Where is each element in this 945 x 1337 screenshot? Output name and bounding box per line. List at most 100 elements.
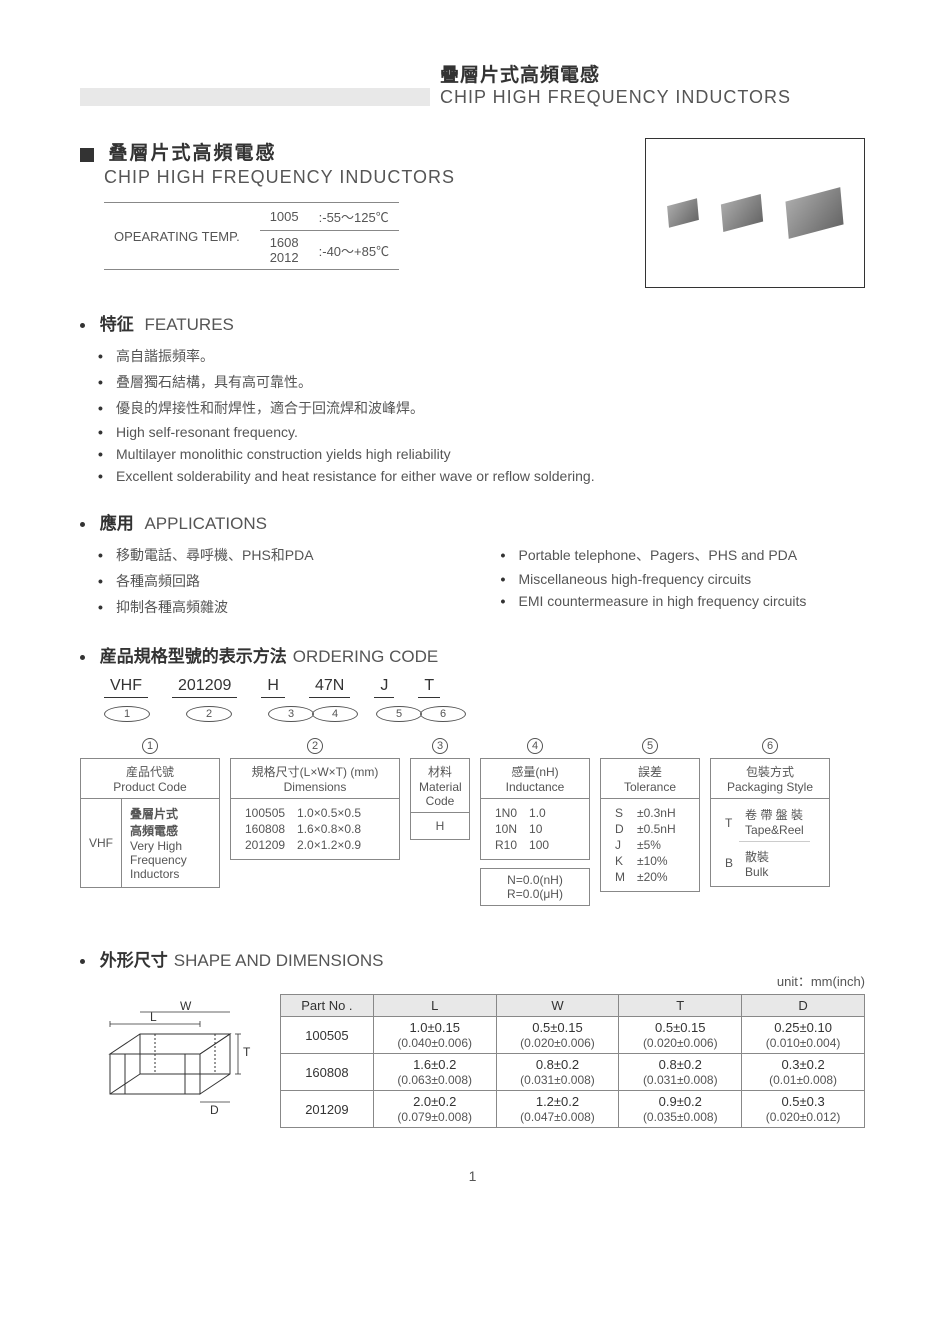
features-list: 高自諧振頻率。 叠層獨石結構，具有高可靠性。 優良的焊接性和耐焊性，適合于回流焊… [98,343,865,487]
app-item: 各種高頻回路 [98,568,463,594]
oc-note: N=0.0(nH) R=0.0(μH) [480,868,590,906]
oc-cell: ±5% [631,837,682,853]
ordering-heading: 産品規格型號的表示方法ORDERING CODE [80,642,865,667]
oc-cell: 1.0 [523,805,555,821]
feature-item: Multilayer monolithic construction yield… [98,443,865,465]
app-item: 移動電話、尋呼機、PHS和PDA [98,542,463,568]
oc-cell: 1N0 [489,805,523,821]
oc-cell: 1.0×0.5×0.5 [291,805,367,821]
oc-box-product-code: 産品代號Product Code VHF 叠層片式 高頻電感Very High … [80,758,220,888]
dim-cell: 2.0±0.2 [413,1094,456,1109]
oc-box-inductance: 感量(nH)Inductance 1N01.0 10N10 R10100 [480,758,590,860]
dim-cell: 1.6±0.2 [413,1057,456,1072]
dim-cell-sub: (0.035±0.008) [643,1110,718,1124]
svg-text:W: W [180,999,192,1013]
oc-cell: 2.0×1.2×0.9 [291,837,367,853]
operating-temp-table: OPEARATING TEMP. 1005 :-55〜125℃ 1608 201… [104,202,399,270]
oc-code: VHF [81,799,122,887]
circled-number-icon: 2 [307,738,323,754]
oc-cell: 100 [523,837,555,853]
oc-title-zh: 誤差 [638,765,662,779]
oc-title-zh: 産品代號 [126,765,174,779]
ordering-en: ORDERING CODE [293,647,438,666]
oc-cell: 100505 [239,805,291,821]
features-en: FEATURES [144,315,233,334]
circled-number-icon: 1 [142,738,158,754]
dim-cell-sub: (0.01±0.008) [769,1073,837,1087]
dim-cell: 0.8±0.2 [659,1057,702,1072]
circled-number-icon: 6 [762,738,778,754]
oc-cell: M [609,869,631,885]
svg-text:T: T [243,1045,251,1059]
oc-cell: D [609,821,631,837]
temp-r2a: 1608 2012 [260,231,309,270]
circled-number-icon: 4 [312,706,358,722]
oc-part: J [374,677,394,698]
oc-box-packaging: 包裝方式Packaging Style T卷 帶 盤 裝 Tape&Reel B… [710,758,830,887]
dim-cell-sub: (0.040±0.006) [397,1036,472,1050]
oc-title-en: Material Code [419,780,462,808]
svg-text:D: D [210,1103,219,1117]
app-item: Miscellaneous high-frequency circuits [501,568,866,590]
oc-title-en: Packaging Style [727,780,813,794]
oc-part: H [261,677,285,698]
dim-cell-sub: (0.031±0.008) [520,1073,595,1087]
oc-cell: R10 [489,837,523,853]
oc-box-dimensions: 規格尺寸(L×W×T) (mm)Dimensions 1005051.0×0.5… [230,758,400,860]
temp-r2b: :-40〜+85℃ [309,231,399,270]
dot-icon [80,522,85,527]
oc-cell: 201209 [239,837,291,853]
circled-number-icon: 5 [642,738,658,754]
app-item: Portable telephone、Pagers、PHS and PDA [501,542,866,568]
apps-en: APPLICATIONS [144,514,267,533]
oc-title-en: Product Code [113,780,186,794]
oc-cell: ±0.5nH [631,821,682,837]
header-title-en: CHIP HIGH FREQUENCY INDUCTORS [440,87,791,108]
svg-text:L: L [150,1010,157,1024]
dim-cell-sub: (0.010±0.004) [766,1036,841,1050]
oc-title-zh: 感量(nH) [511,765,558,779]
oc-val: H [411,813,469,839]
dot-icon [80,959,85,964]
dim-header: D [742,995,865,1017]
oc-title-en: Inductance [506,780,565,794]
dimension-diagram: L W T D [80,994,260,1124]
circled-number-icon: 2 [186,706,232,722]
dim-cell: 160808 [281,1054,374,1091]
dim-cell: 100505 [281,1017,374,1054]
oc-box-material: 材料Material Code H [410,758,470,840]
section-title-zh: 叠層片式高頻電感 [108,143,276,164]
dim-cell: 0.5±0.15 [532,1020,583,1035]
oc-cell: B [719,842,739,881]
oc-box-tolerance: 誤差Tolerance S±0.3nH D±0.5nH J±5% K±10% M… [600,758,700,892]
dot-icon [80,655,85,660]
dim-cell-sub: (0.031±0.008) [643,1073,718,1087]
circled-number-icon: 5 [376,706,422,722]
circled-number-icon: 3 [432,738,448,754]
dim-cell-sub: (0.020±0.006) [643,1036,718,1050]
table-row: 160808 1.6±0.2(0.063±0.008) 0.8±0.2(0.03… [281,1054,865,1091]
oc-part: 47N [309,677,350,698]
header-title-zh: 疊層片式高頻電感 [440,60,791,87]
dim-cell: 201209 [281,1091,374,1128]
dim-cell: 0.5±0.15 [655,1020,706,1035]
dim-cell: 0.3±0.2 [781,1057,824,1072]
feature-item: Excellent solderability and heat resista… [98,465,865,487]
oc-title: 規格尺寸(L×W×T) (mm) [252,765,379,779]
oc-title-zh: 材料 [428,765,452,779]
shape-zh: 外形尺寸 [100,951,168,970]
oc-cell: 散裝 Bulk [739,842,810,881]
datasheet-page: 疊層片式高頻電感 CHIP HIGH FREQUENCY INDUCTORS 叠… [0,0,945,1337]
square-bullet-icon [80,148,94,162]
dim-header: W [496,995,619,1017]
app-item: EMI countermeasure in high frequency cir… [501,590,866,612]
dim-cell: 0.5±0.3 [781,1094,824,1109]
oc-part: T [418,677,440,698]
dim-header: T [619,995,742,1017]
oc-cell: 160808 [239,821,291,837]
dim-cell-sub: (0.020±0.012) [766,1110,841,1124]
page-header: 疊層片式高頻電感 CHIP HIGH FREQUENCY INDUCTORS [80,60,865,108]
section-title-en: CHIP HIGH FREQUENCY INDUCTORS [104,167,605,188]
oc-cell: J [609,837,631,853]
dim-cell: 0.8±0.2 [536,1057,579,1072]
